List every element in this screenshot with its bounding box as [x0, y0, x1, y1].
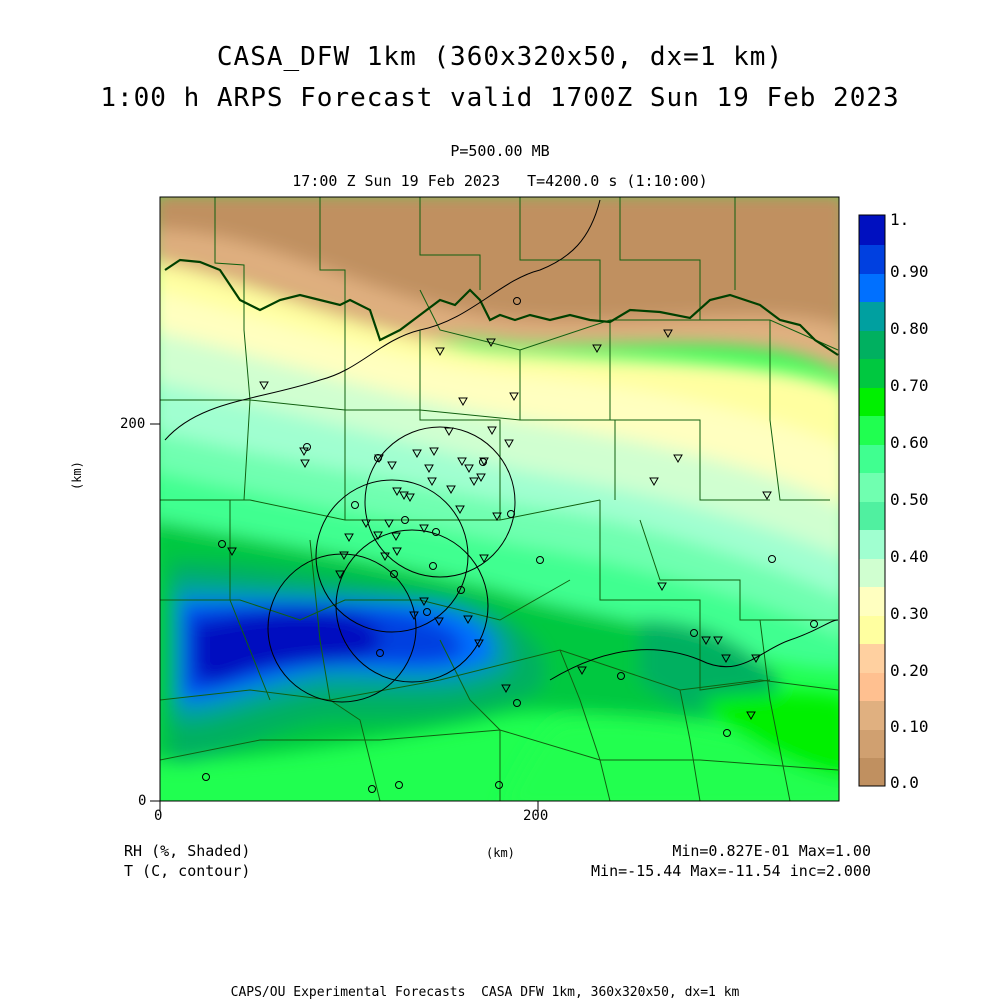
stats-rh: Min=0.827E-01 Max=1.00	[672, 842, 871, 860]
colorbar	[858, 214, 886, 787]
valid-time: 17:00 Z Sun 19 Feb 2023 T=4200.0 s (1:10…	[292, 172, 708, 190]
legend-temp: T (C, contour)	[124, 862, 251, 880]
x-tick-0: 0	[154, 808, 163, 824]
stats-temp: Min=-15.44 Max=-11.54 inc=2.000	[591, 862, 871, 880]
colorbar-label-030: 0.30	[890, 604, 929, 623]
colorbar-label-060: 0.60	[890, 433, 929, 452]
colorbar-label-1: 1.	[890, 210, 910, 229]
y-tick-200: 200	[120, 416, 146, 432]
pressure-level: P=500.00 MB	[450, 142, 550, 160]
colorbar-label-070: 0.70	[890, 376, 929, 395]
county-lines	[160, 197, 839, 801]
map-frame	[159, 196, 840, 802]
colorbar-label-090: 0.90	[890, 262, 929, 281]
footer-credit: CAPS/OU Experimental Forecasts CASA DFW …	[230, 985, 740, 1000]
colorbar-label-020: 0.20	[890, 661, 929, 680]
colorbar-label-050: 0.50	[890, 490, 929, 509]
legend-rh: RH (%, Shaded)	[124, 842, 251, 860]
title-line-1: CASA_DFW 1km (360x320x50, dx=1 km)	[216, 42, 784, 72]
x-axis-unit: (km)	[486, 846, 515, 860]
y-axis-unit: (km)	[70, 461, 84, 490]
y-tick-0: 0	[138, 793, 147, 809]
colorbar-label-040: 0.40	[890, 547, 929, 566]
state-border	[164, 258, 839, 356]
colorbar-label-00: 0.0	[890, 773, 919, 792]
colorbar-label-010: 0.10	[890, 717, 929, 736]
axis-ticks	[150, 423, 539, 811]
station-markers	[202, 297, 818, 793]
x-tick-200: 200	[523, 808, 549, 824]
temperature-contours	[164, 199, 839, 681]
radar-range-circles	[267, 426, 516, 703]
title-line-2: 1:00 h ARPS Forecast valid 1700Z Sun 19 …	[100, 83, 900, 113]
colorbar-label-080: 0.80	[890, 319, 929, 338]
